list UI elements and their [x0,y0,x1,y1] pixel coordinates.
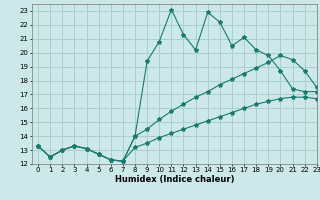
X-axis label: Humidex (Indice chaleur): Humidex (Indice chaleur) [115,175,234,184]
